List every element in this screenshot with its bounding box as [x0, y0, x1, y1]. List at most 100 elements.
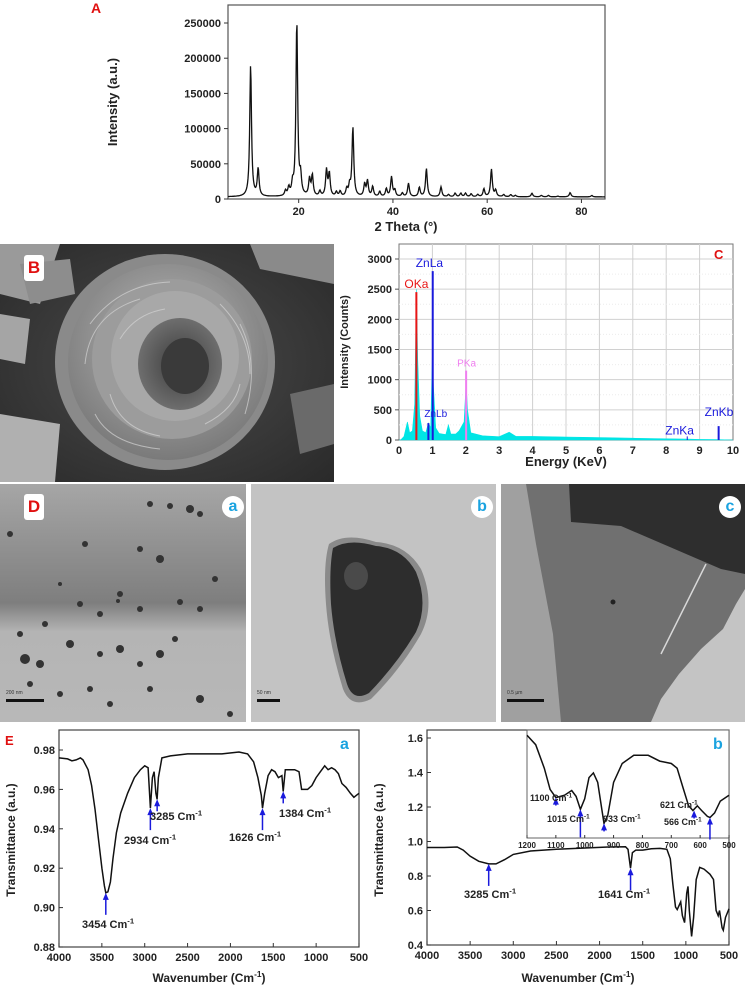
- sublabel-c: c: [719, 496, 741, 518]
- inset-x-tick-label: 600: [693, 841, 707, 850]
- y-axis-title: Intensity (Counts): [339, 295, 351, 389]
- inset-x-tick-label: 500: [722, 841, 736, 850]
- y-tick-label: 1.4: [408, 768, 424, 780]
- y-tick-label: 250000: [184, 18, 221, 30]
- y-tick-label: 2000: [368, 314, 392, 326]
- x-tick-label: 3500: [458, 950, 482, 962]
- x-tick-label: 1: [429, 445, 435, 457]
- tem-image-a: D a 200 nm: [0, 484, 246, 722]
- x-axis-title: Energy (KeV): [525, 454, 607, 469]
- peak-annotation: 3285 Cm-1: [150, 809, 203, 823]
- inset-x-tick-label: 1000: [576, 841, 594, 850]
- arrow-head-icon: [552, 797, 559, 805]
- y-tick-label: 500: [374, 405, 392, 417]
- peak-annotation: 3285 Cm-1: [464, 887, 517, 901]
- xrd-curve: [228, 25, 605, 198]
- arrow-head-icon: [102, 892, 109, 900]
- inset-x-tick-label: 1200: [518, 841, 536, 850]
- x-tick-label: 1500: [261, 952, 285, 964]
- ftir-curve: [427, 845, 730, 937]
- y-tick-label: 0.96: [34, 784, 55, 796]
- scale-text: 50 nm: [257, 690, 271, 696]
- y-tick-label: 200000: [184, 53, 221, 65]
- y-tick-label: 0: [215, 194, 221, 206]
- sem-flower-illustration: [0, 244, 334, 482]
- y-axis-title: Transmittance (a.u.): [372, 783, 386, 896]
- y-tick-label: 1.0: [408, 837, 423, 849]
- x-tick-label: 3000: [132, 952, 156, 964]
- inset-peak-annotation: 621 Cm-1: [660, 799, 698, 810]
- x-tick-label: 3: [496, 445, 502, 457]
- peak-label-znla: ZnLa: [416, 256, 444, 270]
- sublabel-b: b: [713, 736, 723, 753]
- panel-label-d: D: [24, 494, 44, 520]
- ftir-curve: [58, 751, 360, 894]
- peak-annotation: 1384 Cm-1: [279, 806, 332, 820]
- plot-frame: [227, 4, 606, 200]
- arrow-head-icon: [259, 808, 266, 816]
- peak-annotation: 2934 Cm-1: [124, 833, 177, 847]
- x-tick-label: 8: [663, 445, 669, 457]
- scale-bar: [6, 699, 44, 702]
- y-tick-label: 0.98: [34, 745, 55, 757]
- arrow-head-icon: [627, 868, 634, 876]
- panel-label-b: B: [24, 255, 44, 281]
- x-tick-label: 4: [530, 445, 537, 457]
- tem-b-particle: [251, 484, 496, 722]
- inset-frame: [526, 729, 730, 839]
- peak-label-znlb: ZnLb: [424, 409, 447, 420]
- x-tick-label: 500: [720, 950, 738, 962]
- panel-label-e: E: [5, 733, 14, 748]
- x-tick-label: 500: [350, 952, 368, 964]
- panel-label-c: C: [714, 247, 724, 262]
- sem-image: B: [0, 244, 334, 482]
- x-tick-label: 2000: [218, 952, 242, 964]
- x-tick-label: 60: [481, 206, 493, 218]
- y-tick-label: 0.90: [34, 903, 55, 915]
- y-tick-label: 1.6: [408, 733, 423, 745]
- x-tick-label: 5: [563, 445, 569, 457]
- scale-text: 0.5 µm: [507, 690, 523, 696]
- arrow-head-icon: [147, 808, 154, 816]
- x-axis-title: Wavenumber (Cm-1): [521, 969, 634, 985]
- x-tick-label: 0: [396, 445, 402, 457]
- sublabel-b: b: [471, 496, 493, 518]
- peak-label-znkb: ZnKb: [705, 405, 734, 419]
- x-tick-label: 1500: [630, 950, 654, 962]
- y-tick-label: 0.94: [34, 824, 56, 836]
- x-tick-label: 4000: [415, 950, 439, 962]
- inset-x-tick-label: 800: [636, 841, 650, 850]
- tem-a-nanoparticles: [0, 484, 246, 722]
- arrow-head-icon: [154, 799, 161, 807]
- arrow-head-icon: [706, 817, 713, 825]
- arrow-head-icon: [691, 810, 698, 818]
- y-tick-label: 50000: [190, 159, 221, 171]
- scale-text: 200 nm: [6, 690, 23, 696]
- peak-label-pka: PKa: [457, 359, 476, 370]
- scale-bar: [507, 699, 544, 702]
- x-tick-label: 80: [575, 206, 587, 218]
- x-tick-label: 10: [727, 445, 739, 457]
- x-axis-title: Wavenumber (Cm-1): [152, 969, 265, 985]
- y-tick-label: 1500: [368, 345, 392, 357]
- y-axis-title: Transmittance (a.u.): [4, 783, 18, 896]
- y-tick-label: 0.88: [34, 942, 55, 954]
- inset-x-tick-label: 1100: [547, 841, 565, 850]
- peak-annotation: 1641 Cm-1: [598, 887, 651, 901]
- eds-chart: OKaZnLaZnLbPKaZnKaZnKb050010001500200025…: [339, 243, 739, 469]
- sublabel-a: a: [340, 736, 349, 753]
- scale-bar: [257, 699, 280, 702]
- inset-peak-annotation: 933 Cm-1: [603, 813, 641, 824]
- x-axis-title: 2 Theta (°): [375, 219, 438, 234]
- x-tick-label: 6: [596, 445, 602, 457]
- x-tick-label: 1000: [304, 952, 328, 964]
- inset-peak-annotation: 1015 Cm-1: [547, 813, 590, 824]
- inset-peak-annotation: 1100 Cm-1: [530, 792, 573, 803]
- y-tick-label: 0.6: [408, 906, 423, 918]
- x-tick-label: 9: [697, 445, 703, 457]
- plot-frame: [58, 729, 360, 948]
- x-tick-label: 2: [463, 445, 469, 457]
- x-tick-label: 2000: [587, 950, 611, 962]
